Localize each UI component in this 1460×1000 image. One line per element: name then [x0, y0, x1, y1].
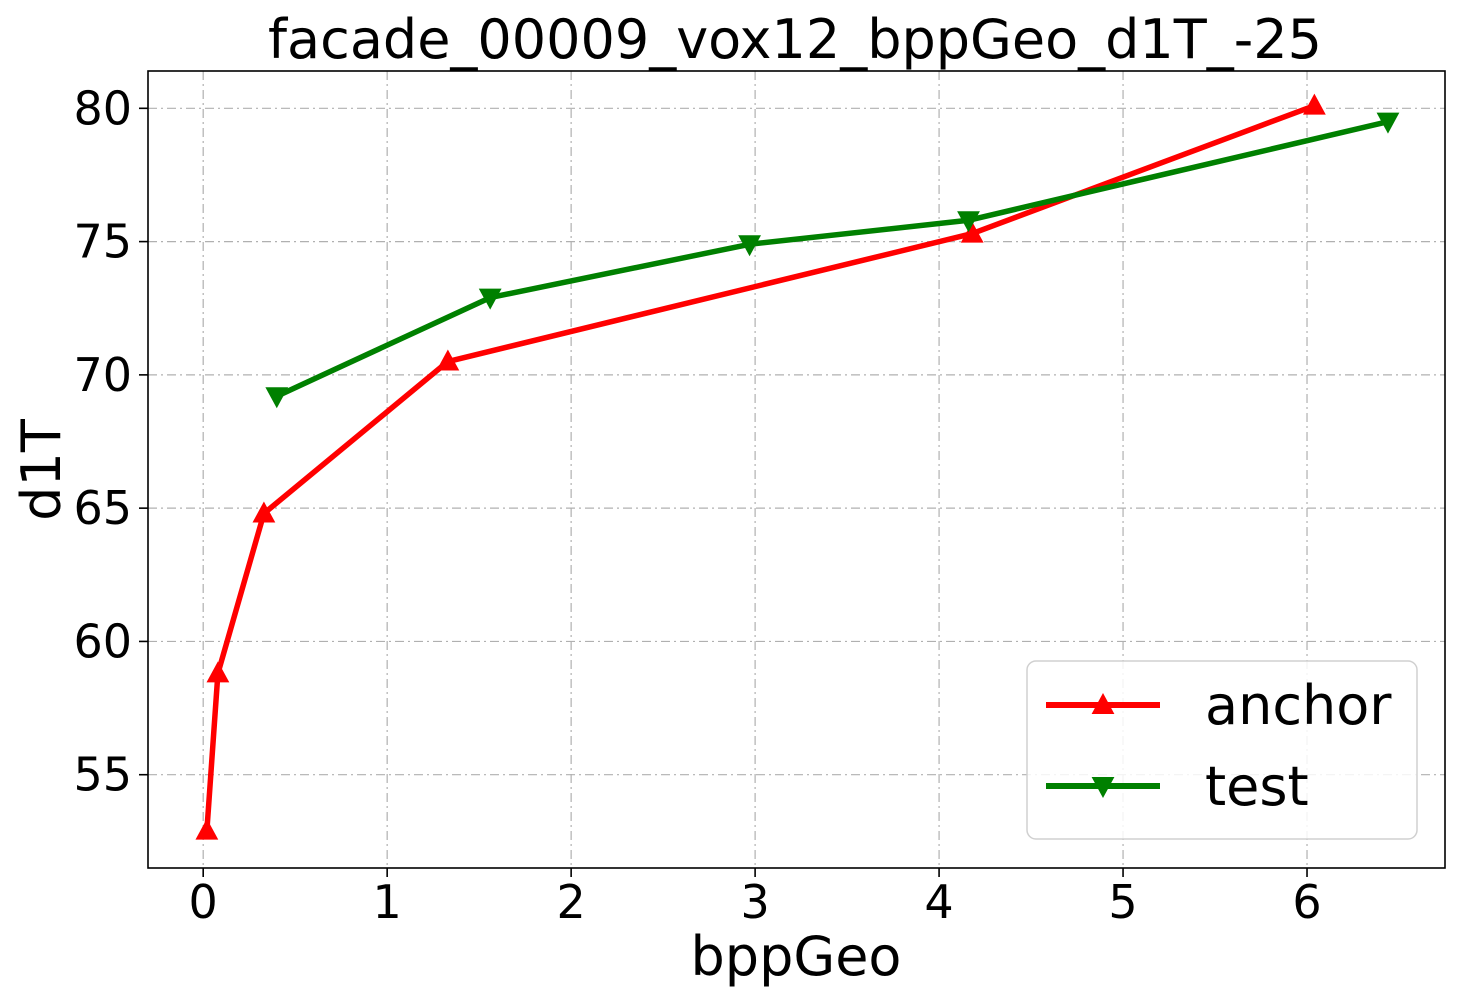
- data-point-test: [265, 387, 289, 409]
- legend-marker-anchor: [1091, 693, 1115, 714]
- data-point-anchor: [960, 221, 984, 243]
- series-line-anchor: [204, 103, 1316, 831]
- plot-frame: [147, 70, 1446, 869]
- legend-label-test: test: [1205, 755, 1309, 818]
- y-tick-label: 75: [73, 215, 132, 269]
- legend: anchor test: [1026, 660, 1418, 840]
- y-tick-label: 65: [73, 481, 132, 535]
- data-point-anchor: [1302, 93, 1326, 115]
- series-line-test: [275, 118, 1389, 399]
- y-tick-label: 55: [73, 748, 132, 802]
- axis-ticks: 0 1 2 3 4 5 6 55 60 65 70 75 80: [73, 81, 1321, 929]
- legend-marker-test: [1091, 777, 1115, 798]
- x-tick-label: 3: [740, 875, 769, 929]
- x-tick-label: 0: [189, 875, 218, 929]
- x-axis-label: bppGeo: [691, 925, 902, 988]
- x-tick-label: 2: [556, 875, 585, 929]
- x-tick-label: 4: [924, 875, 953, 929]
- series-layer: [195, 93, 1400, 840]
- chart-title: facade_00009_vox12_bppGeo_d1T_-25: [268, 8, 1322, 71]
- data-point-test: [1376, 112, 1400, 134]
- x-tick-label: 6: [1292, 875, 1321, 929]
- x-tick-label: 5: [1108, 875, 1137, 929]
- data-point-test: [957, 211, 980, 233]
- y-tick-label: 70: [73, 348, 132, 402]
- data-point-anchor: [252, 501, 276, 523]
- data-point-test: [738, 235, 761, 257]
- data-point-anchor: [436, 349, 460, 371]
- legend-label-anchor: anchor: [1205, 674, 1392, 737]
- y-tick-label: 80: [73, 81, 132, 135]
- x-tick-label: 1: [373, 875, 402, 929]
- data-point-test: [478, 288, 502, 310]
- y-tick-label: 60: [73, 614, 132, 668]
- y-axis-label: d1T: [10, 418, 73, 521]
- data-point-anchor: [206, 661, 230, 683]
- data-point-anchor: [195, 818, 219, 840]
